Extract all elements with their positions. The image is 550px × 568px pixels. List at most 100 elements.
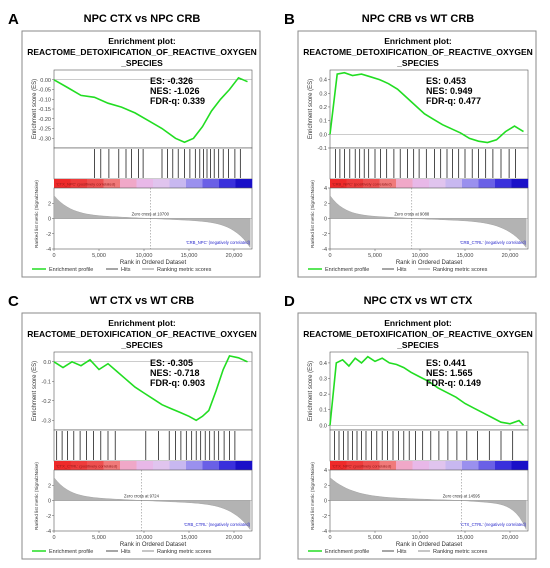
metric-y-tick-label: 2 <box>324 483 327 489</box>
es-y-tick-label: 0.1 <box>319 408 327 414</box>
es-y-axis-label: Enrichment score (ES) <box>308 79 314 139</box>
es-y-tick-label: -0.20 <box>38 117 51 123</box>
legend-hits-label: Hits <box>121 549 131 555</box>
metric-y-tick-label: -4 <box>322 247 327 253</box>
ranking-color-segment <box>186 179 203 188</box>
ranking-color-segment <box>54 461 71 470</box>
legend-metric-label: Ranking metric scores <box>157 267 212 273</box>
panel-letter: D <box>284 293 295 310</box>
positive-label: 'CTX_CTRL' (positively correlated) <box>56 464 118 469</box>
stat-fdr: FDR-q: 0.903 <box>150 378 205 388</box>
metric-y-tick-label: 2 <box>324 201 327 207</box>
plot-heading-line2: REACTOME_DETOXIFICATION_OF_REACTIVE_OXYG… <box>27 47 257 57</box>
plot-heading-line1: Enrichment plot: <box>384 318 452 328</box>
ranking-color-segment <box>429 179 446 188</box>
ranking-color-segment <box>346 179 364 188</box>
es-y-tick-label: 0.0 <box>43 360 51 366</box>
plot-heading-line1: Enrichment plot: <box>108 318 176 328</box>
plot-heading-line2: REACTOME_DETOXIFICATION_OF_REACTIVE_OXYG… <box>303 47 533 57</box>
panel-letter: C <box>8 293 19 310</box>
metric-y-tick-label: -2 <box>322 232 327 238</box>
ranking-color-segment <box>202 461 220 470</box>
ranking-color-segment <box>412 179 430 188</box>
legend-metric-label: Ranking metric scores <box>433 267 488 273</box>
panel-letter: B <box>284 11 295 28</box>
ranking-color-segment <box>87 179 104 188</box>
ranking-color-segment <box>169 179 187 188</box>
zero-cross-label: Zero cross at 9088 <box>394 212 430 217</box>
panel-d: D NPC CTX vs WT CTX Enrichment plot:REACTO… <box>284 293 537 560</box>
ranking-color-segment <box>153 461 170 470</box>
stat-nes: NES: -1.026 <box>150 86 200 96</box>
es-y-tick-label: 0.0 <box>319 132 327 138</box>
zero-cross-label: Zero cross at 9724 <box>124 494 160 499</box>
ranking-color-segment <box>462 179 479 188</box>
legend-profile-label: Enrichment profile <box>325 549 369 555</box>
ranking-color-segment <box>478 179 496 188</box>
metric-y-tick-label: 2 <box>48 201 51 207</box>
plot-heading-line3: _SPECIES <box>120 340 163 350</box>
zero-cross-label: Zero cross at 10700 <box>132 212 170 217</box>
legend-hits-label: Hits <box>121 267 131 273</box>
panel-b: B NPC CRB vs WT CRB Enrichment plot:REACTO… <box>284 11 537 278</box>
ranking-color-segment <box>445 461 463 470</box>
es-y-tick-label: -0.15 <box>38 107 51 113</box>
ranking-color-segment <box>169 461 187 470</box>
x-axis-label: Rank in Ordered Dataset <box>396 542 463 548</box>
stat-es: ES: -0.326 <box>150 76 193 86</box>
ranking-metric-area <box>53 477 251 531</box>
stat-es: ES: 0.453 <box>426 76 466 86</box>
ranking-color-segment <box>87 461 104 470</box>
panel-title: NPC CTX vs NPC CRB <box>84 13 201 25</box>
x-tick-label: 5,000 <box>368 253 382 259</box>
hits-box <box>329 429 529 462</box>
stat-fdr: FDR-q: 0.339 <box>150 96 205 106</box>
stat-es: ES: -0.305 <box>150 358 193 368</box>
metric-y-axis-label: Ranked list metric (Signal2Noise) <box>34 180 39 248</box>
x-tick-label: 20,000 <box>226 535 243 541</box>
es-y-tick-label: 0.4 <box>319 78 327 84</box>
ranking-metric-area <box>329 477 527 530</box>
x-tick-label: 10,000 <box>412 535 429 541</box>
metric-y-tick-label: -4 <box>46 529 51 535</box>
x-tick-label: 5,000 <box>368 535 382 541</box>
es-y-tick-label: -0.1 <box>42 379 51 385</box>
x-tick-label: 0 <box>328 253 331 259</box>
ranking-color-segment <box>70 461 88 470</box>
metric-y-tick-label: 4 <box>324 186 327 192</box>
x-tick-label: 0 <box>52 535 55 541</box>
es-y-tick-label: 0.3 <box>319 377 327 383</box>
ranking-color-segment <box>511 179 529 188</box>
es-y-tick-label: 0.2 <box>319 105 327 111</box>
x-tick-label: 15,000 <box>457 535 474 541</box>
metric-y-tick-label: -2 <box>46 514 51 520</box>
stat-es: ES: 0.441 <box>426 358 466 368</box>
ranking-color-segment <box>396 179 413 188</box>
es-y-tick-label: 0.3 <box>319 91 327 97</box>
x-axis-label: Rank in Ordered Dataset <box>120 542 187 548</box>
positive-label: 'CTX_NPC' (positively correlated) <box>332 464 392 469</box>
ranking-color-segment <box>445 179 463 188</box>
plot-heading-line3: _SPECIES <box>396 58 439 68</box>
legend-hits-label: Hits <box>397 267 407 273</box>
x-axis-label: Rank in Ordered Dataset <box>396 260 463 266</box>
metric-y-tick-label: 4 <box>324 468 327 474</box>
stat-fdr: FDR-q: 0.149 <box>426 378 481 388</box>
hits-box <box>53 147 253 180</box>
metric-y-tick-label: 0 <box>324 499 327 505</box>
metric-y-tick-label: 0 <box>324 217 327 223</box>
x-tick-label: 15,000 <box>181 253 198 259</box>
hits-box <box>53 429 253 462</box>
plot-heading-line1: Enrichment plot: <box>384 36 452 46</box>
ranking-color-segment <box>153 179 170 188</box>
es-y-tick-label: 0.4 <box>319 361 327 367</box>
panel-title: NPC CRB vs WT CRB <box>362 13 475 25</box>
ranking-color-segment <box>136 179 154 188</box>
ranking-color-segment <box>120 461 137 470</box>
es-y-axis-label: Enrichment score (ES) <box>32 79 38 139</box>
es-y-tick-label: 0.2 <box>319 392 327 398</box>
stat-fdr: FDR-q: 0.477 <box>426 96 481 106</box>
ranking-color-segment <box>495 179 512 188</box>
ranking-color-segment <box>396 461 413 470</box>
